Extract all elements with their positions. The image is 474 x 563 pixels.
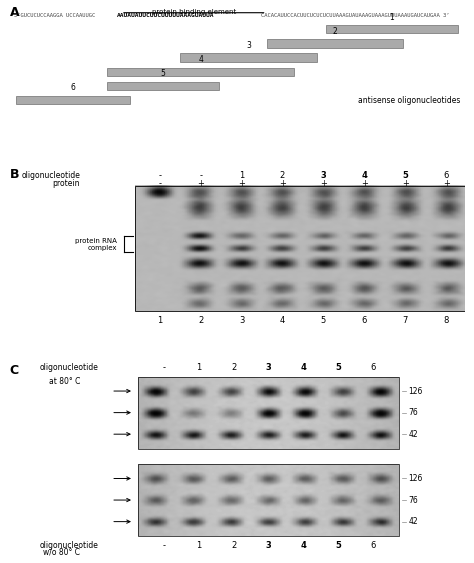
Text: antisense oligonucleotides: antisense oligonucleotides [357,96,460,105]
Bar [326,25,458,33]
Text: 6: 6 [71,83,76,92]
Text: 1: 1 [239,171,244,180]
Text: +: + [443,179,450,188]
Text: 3: 3 [246,41,251,50]
Text: 2: 2 [231,363,237,372]
Text: 5’GUCUCUCCAAGGA UCCAAUUGC: 5’GUCUCUCCAAGGA UCCAAUUGC [14,12,95,17]
Text: AAUAUAUUCUUCUUUUUAAAGUAUUA: AAUAUAUUCUUCUUUUUAAAGUAUUA [117,12,214,17]
Text: protein RNA
complex: protein RNA complex [75,238,117,251]
Text: 5: 5 [402,171,408,180]
Text: B: B [9,168,19,181]
Text: 3: 3 [266,541,272,550]
Text: 2: 2 [231,541,237,550]
Text: 7: 7 [403,316,408,325]
Text: 76: 76 [409,408,418,417]
Text: 42: 42 [409,430,418,439]
Text: -: - [158,179,161,188]
Text: 126: 126 [409,387,423,396]
Text: 3: 3 [239,316,244,325]
Text: 1: 1 [389,12,394,21]
Text: oligonucleotide: oligonucleotide [39,363,98,372]
Text: 2: 2 [332,26,337,35]
Text: -: - [163,363,166,372]
Bar [16,96,130,104]
Text: 42: 42 [409,517,418,526]
Text: protein: protein [53,179,80,188]
Text: 4: 4 [362,171,367,180]
Text: +: + [197,179,204,188]
Text: protein binding element: protein binding element [152,9,236,15]
Text: 1: 1 [196,363,202,372]
Text: 5: 5 [321,316,326,325]
Text: 5: 5 [336,541,342,550]
Text: +: + [279,179,286,188]
Bar [180,53,317,62]
Text: 3: 3 [320,171,326,180]
Text: C: C [9,364,18,377]
Text: 6: 6 [371,363,376,372]
Text: +: + [238,179,245,188]
Text: CACACAUUCCACUUCUCUCUCUUAAAGUAUAAAGUAAAGUUUAAAUGAUCAUGAA 3’: CACACAUUCCACUUCUCUCUCUUAAAGUAUAAAGUAAAGU… [261,12,449,17]
Text: -: - [158,171,161,180]
Text: 4: 4 [301,363,307,372]
Text: at 80° C: at 80° C [49,377,80,386]
Text: 6: 6 [371,541,376,550]
Text: 2: 2 [280,171,285,180]
Text: 2: 2 [198,316,203,325]
Text: 126: 126 [409,474,423,483]
Text: 3: 3 [266,363,272,372]
Text: 1: 1 [157,316,162,325]
Bar [138,464,399,536]
Text: A: A [9,6,19,19]
Text: 4: 4 [301,541,307,550]
Text: +: + [320,179,327,188]
Text: 5: 5 [336,363,342,372]
Bar [107,82,219,90]
Text: 1: 1 [196,541,202,550]
Bar [135,186,471,311]
Text: w/o 80° C: w/o 80° C [43,548,80,557]
Bar [138,377,399,449]
Text: 4: 4 [198,55,203,64]
Text: oligonucleotide: oligonucleotide [39,541,98,550]
Text: 5: 5 [161,69,165,78]
Text: 8: 8 [444,316,449,325]
Text: oligonucleotide: oligonucleotide [21,171,80,180]
Text: -: - [163,541,166,550]
Text: 4: 4 [280,316,285,325]
Text: 6: 6 [362,316,367,325]
Text: +: + [402,179,409,188]
Bar [266,39,403,47]
Bar [107,68,294,76]
Text: -: - [199,171,202,180]
Text: 76: 76 [409,495,418,504]
Text: 6: 6 [444,171,449,180]
Text: +: + [361,179,368,188]
